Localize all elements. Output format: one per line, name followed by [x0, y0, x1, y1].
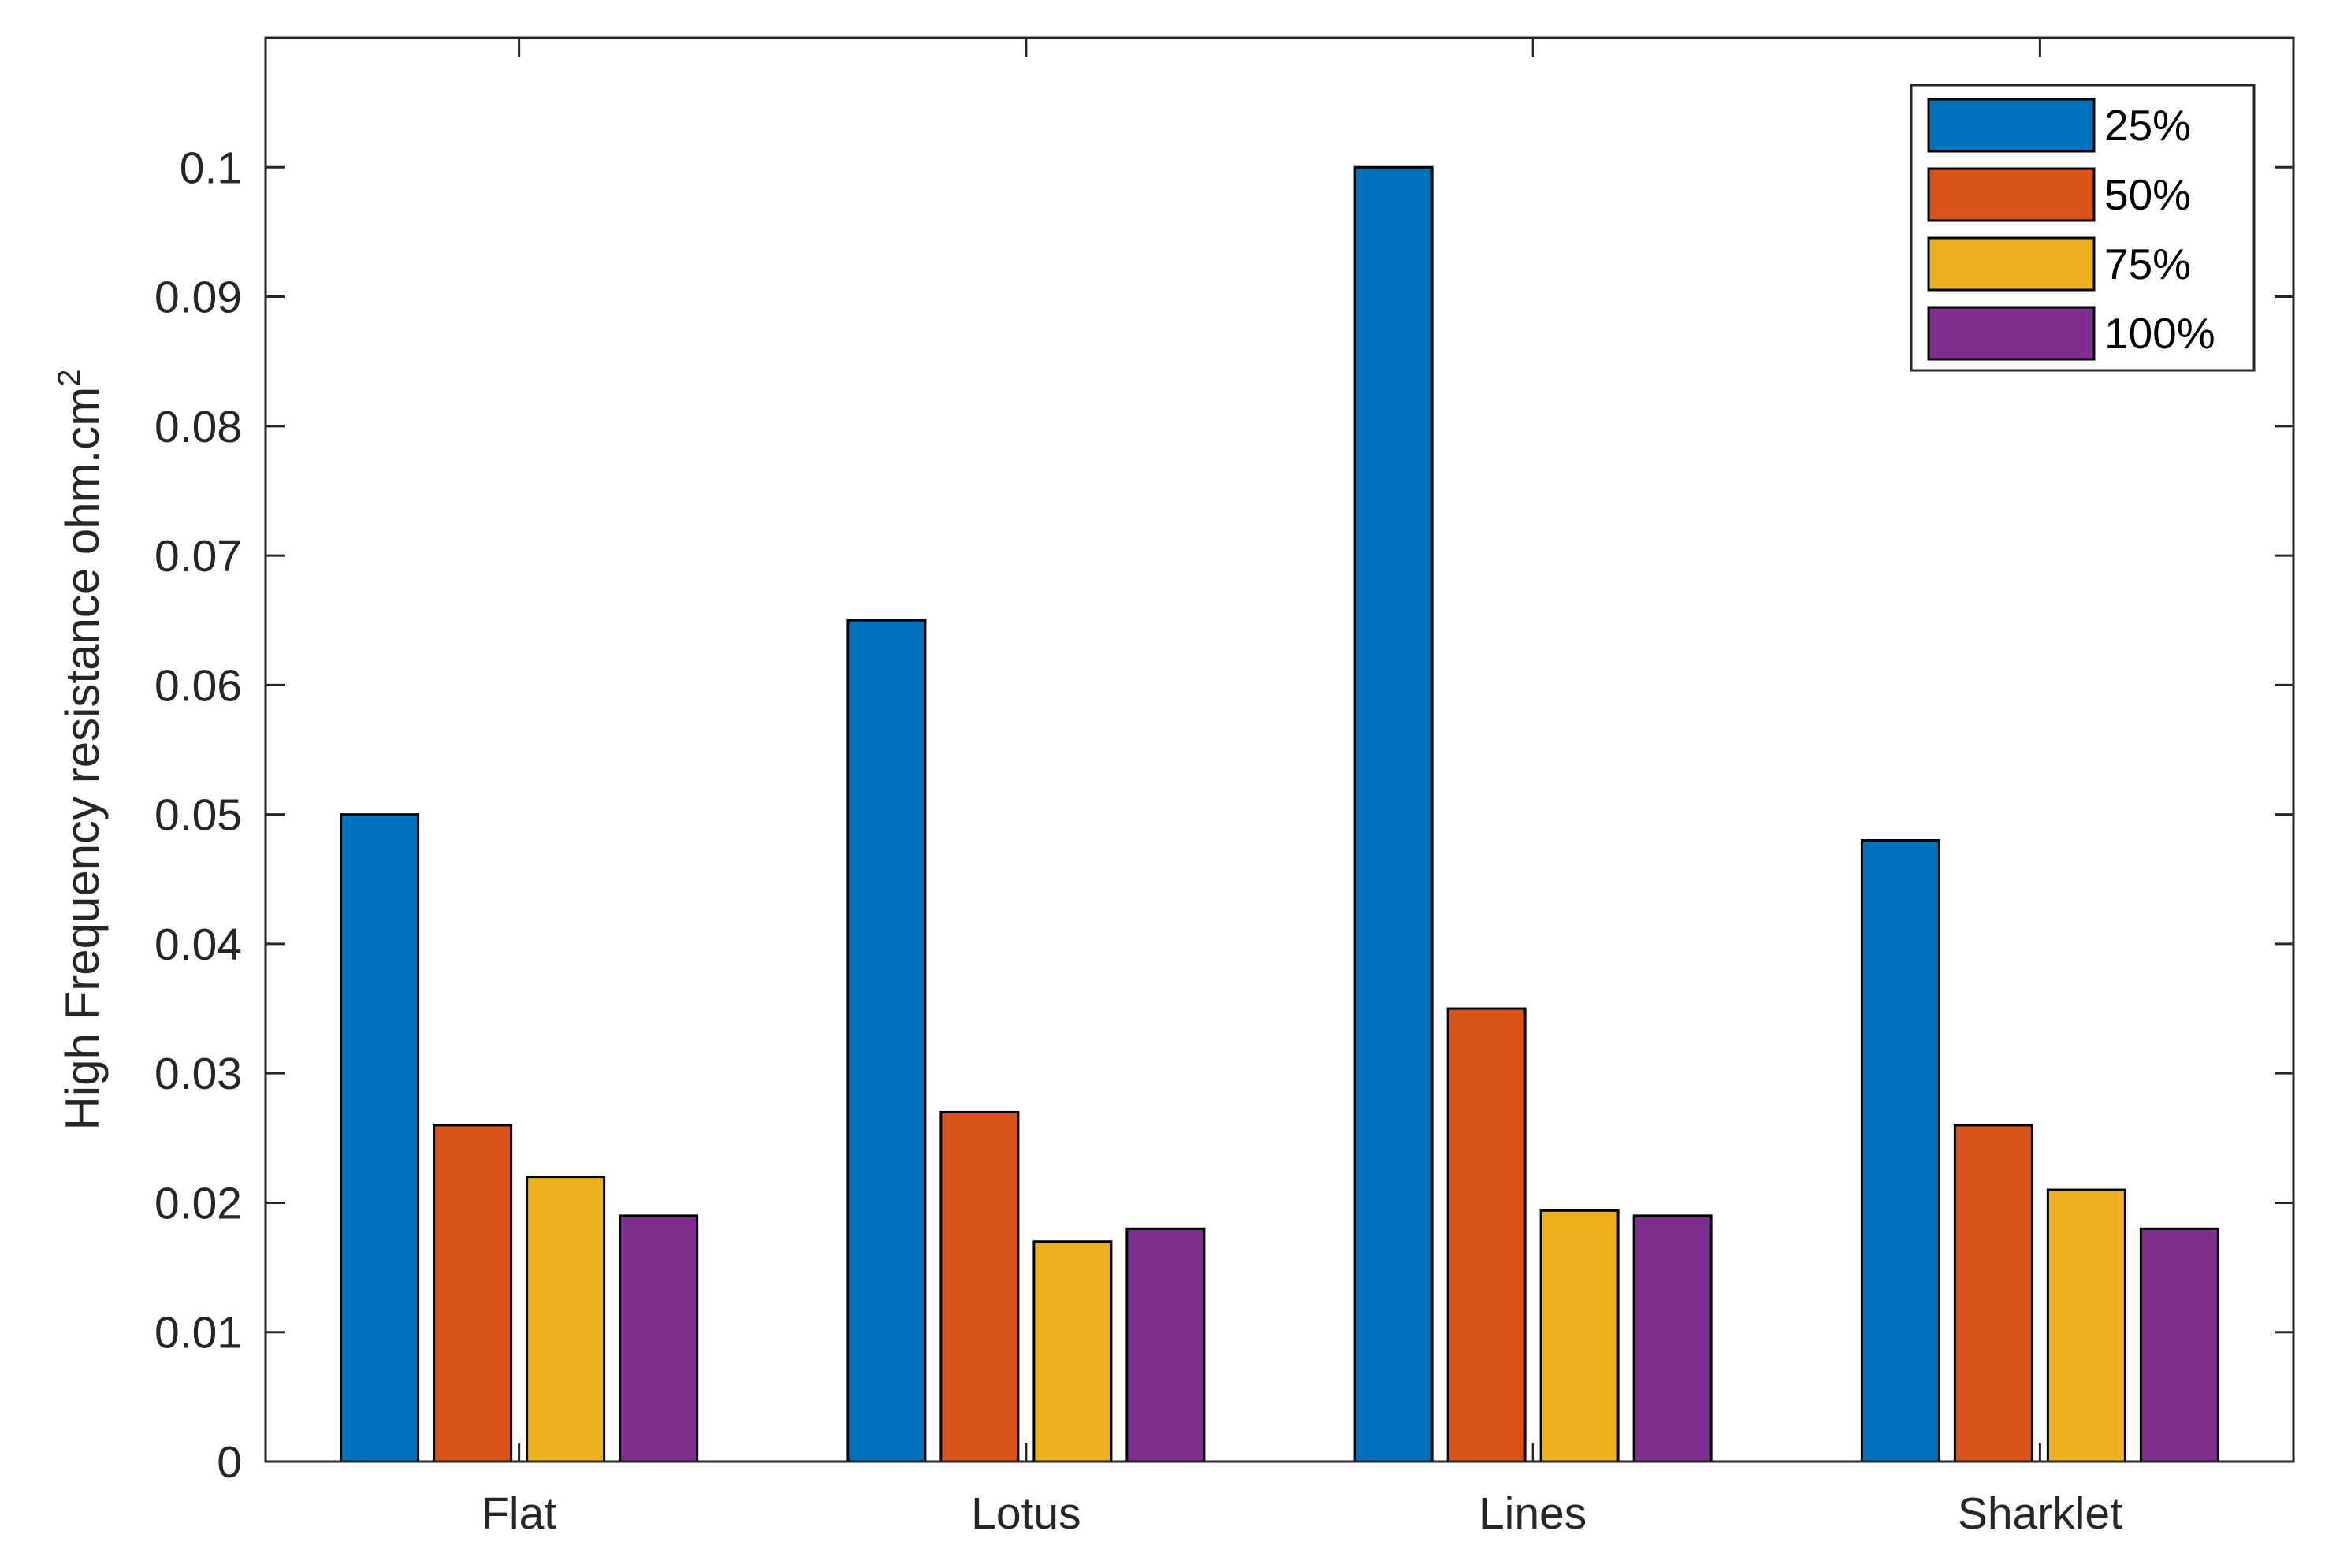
legend-swatch-50pct — [1927, 167, 2096, 222]
y-axis-title-text: High Frequency resistance ohm.cm2 — [52, 370, 109, 1131]
legend-swatch-25pct — [1927, 98, 2096, 153]
bar-lines-25pct — [1353, 165, 1434, 1463]
bar-flat-25pct — [340, 813, 420, 1463]
y-tick-label: 0.02 — [154, 1178, 242, 1228]
bar-sharklet-100pct — [2139, 1227, 2219, 1463]
y-tick-label: 0.05 — [154, 790, 242, 841]
y-tick-label: 0.07 — [154, 531, 242, 581]
bar-lotus-75pct — [1032, 1240, 1113, 1463]
x-tick-label-sharklet: Sharklet — [1958, 1488, 2122, 1539]
y-tick-label: 0.04 — [154, 920, 242, 970]
bar-lotus-50pct — [939, 1110, 1020, 1463]
bar-sharklet-50pct — [1953, 1124, 2033, 1463]
x-tick-label-flat: Flat — [482, 1488, 556, 1539]
bar-lines-50pct — [1446, 1007, 1527, 1463]
bar-sharklet-75pct — [2046, 1188, 2126, 1463]
x-tick-label-lotus: Lotus — [971, 1488, 1081, 1539]
ticks-layer: 0 0.01 0.02 0.03 0.04 0.05 0.06 0.07 0.08 0.09 0.1… — [154, 38, 2293, 1539]
y-tick-label: 0.1 — [180, 143, 242, 193]
bar-lotus-25pct — [846, 619, 927, 1463]
bar-flat-50pct — [433, 1124, 513, 1463]
bar-lines-100pct — [1632, 1214, 1713, 1463]
bar-lotus-100pct — [1125, 1227, 1206, 1463]
bar-flat-100pct — [619, 1214, 699, 1463]
legend-swatch-100pct — [1927, 306, 2096, 361]
legend-label-100pct: 100% — [2104, 309, 2215, 358]
y-tick-label: 0.03 — [154, 1049, 242, 1099]
legend-label-50pct: 50% — [2104, 170, 2191, 219]
y-axis-title-main: High Frequency resistance ohm.cm — [56, 387, 109, 1131]
y-tick-label: 0.01 — [154, 1308, 242, 1358]
bar-sharklet-25pct — [1860, 838, 1940, 1463]
y-tick-label: 0 — [217, 1437, 242, 1488]
y-tick-label: 0.09 — [154, 273, 242, 323]
x-tick-label-lines: Lines — [1479, 1488, 1587, 1539]
y-axis-title-superscript: 2 — [52, 370, 87, 387]
axes-box — [264, 36, 2295, 1463]
y-tick-label: 0.08 — [154, 402, 242, 452]
legend: 25% 50% 75% 100% — [1910, 84, 2256, 372]
bar-flat-75pct — [526, 1176, 606, 1463]
legend-swatch-75pct — [1927, 236, 2096, 292]
y-tick-label: 0.06 — [154, 660, 242, 711]
legend-label-25pct: 25% — [2104, 101, 2191, 150]
y-axis-title: High Frequency resistance ohm.cm2 — [52, 370, 109, 1131]
legend-label-75pct: 75% — [2104, 240, 2191, 288]
bar-lines-75pct — [1539, 1209, 1620, 1463]
